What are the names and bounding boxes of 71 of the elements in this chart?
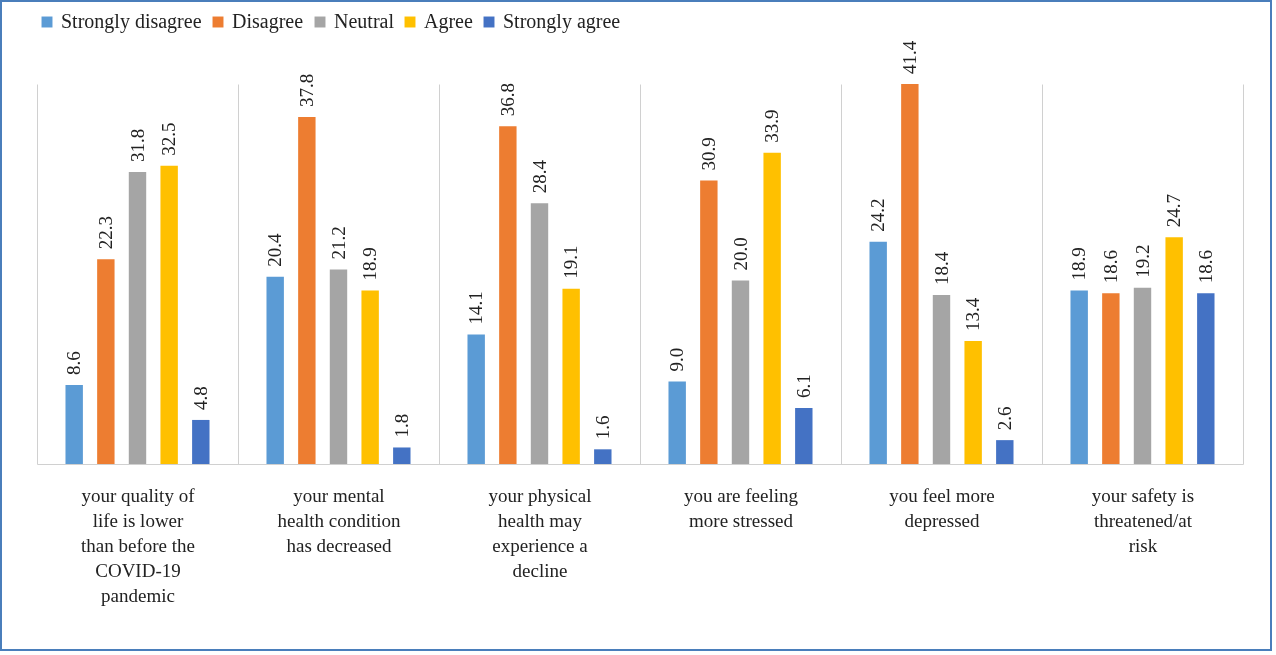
data-label: 13.4 (962, 297, 984, 331)
bar (530, 203, 549, 464)
bar (795, 408, 813, 464)
legend-label: Strongly agree (503, 10, 621, 33)
data-label: 8.6 (63, 351, 85, 376)
data-label: 18.6 (1099, 250, 1121, 284)
bar (97, 259, 115, 464)
bar (996, 440, 1014, 464)
bar (932, 295, 951, 464)
bar (731, 280, 750, 464)
bar (1165, 237, 1183, 464)
data-label: 22.3 (94, 216, 116, 250)
bar (763, 152, 781, 464)
legend-label: Neutral (334, 10, 395, 32)
data-label: 18.9 (1068, 247, 1090, 281)
data-label: 9.0 (666, 347, 688, 372)
data-label: 31.8 (126, 128, 148, 163)
data-label: 18.6 (1194, 250, 1216, 284)
data-label: 1.6 (591, 415, 613, 440)
x-tick-label: you are feeling more stressed (684, 484, 799, 531)
data-label: 1.8 (390, 413, 412, 438)
data-label: 28.4 (528, 159, 550, 194)
data-label: 21.2 (327, 226, 349, 260)
data-label: 24.2 (867, 198, 889, 232)
bar (467, 334, 485, 464)
bar (668, 381, 686, 464)
bar (1070, 290, 1088, 464)
data-label: 2.6 (993, 406, 1015, 431)
bar (266, 276, 284, 464)
data-label: 20.0 (729, 237, 751, 271)
bar (1133, 287, 1152, 464)
data-label: 19.1 (560, 245, 582, 279)
data-label: 6.1 (792, 374, 814, 399)
bar (192, 419, 210, 464)
data-label: 32.5 (158, 122, 180, 156)
bar (361, 290, 379, 464)
bar (128, 172, 147, 464)
legend-label: Disagree (232, 10, 304, 33)
data-label: 36.8 (496, 82, 518, 117)
bar (869, 241, 887, 464)
bar (1197, 293, 1215, 464)
legend-label: Agree (424, 10, 473, 33)
x-tick-label: your mental health condition has decreased (277, 484, 401, 556)
data-label: 30.9 (697, 137, 719, 171)
data-label: 33.9 (761, 109, 783, 143)
legend-label: Strongly disagree (61, 10, 202, 33)
data-label: 19.2 (1131, 244, 1153, 278)
data-label: 37.8 (295, 73, 317, 108)
bar (329, 269, 348, 464)
data-label: 18.4 (930, 251, 952, 286)
bar (562, 288, 580, 464)
x-tick-label: your safety is threatened/at risk (1091, 484, 1195, 556)
data-label: 18.9 (359, 247, 381, 281)
bar (964, 341, 982, 464)
data-label: 41.4 (898, 40, 920, 74)
bar (298, 117, 316, 464)
x-tick-label: your quality of life is lower than before the COVID-19 pandemic (81, 484, 196, 606)
bar (901, 84, 919, 464)
bar (65, 385, 83, 464)
bar (1102, 293, 1120, 464)
data-label: 20.4 (264, 233, 286, 267)
bar (393, 447, 411, 464)
data-label: 14.1 (465, 291, 487, 325)
data-label: 24.7 (1163, 194, 1185, 228)
bar (700, 180, 718, 464)
data-label: 4.8 (189, 386, 211, 410)
bar (594, 449, 612, 464)
bar (499, 126, 517, 464)
x-tick-label: you feel more depressed (889, 484, 995, 531)
x-tick-label: your physical health may experience a decline (488, 484, 592, 581)
bar (160, 165, 178, 464)
